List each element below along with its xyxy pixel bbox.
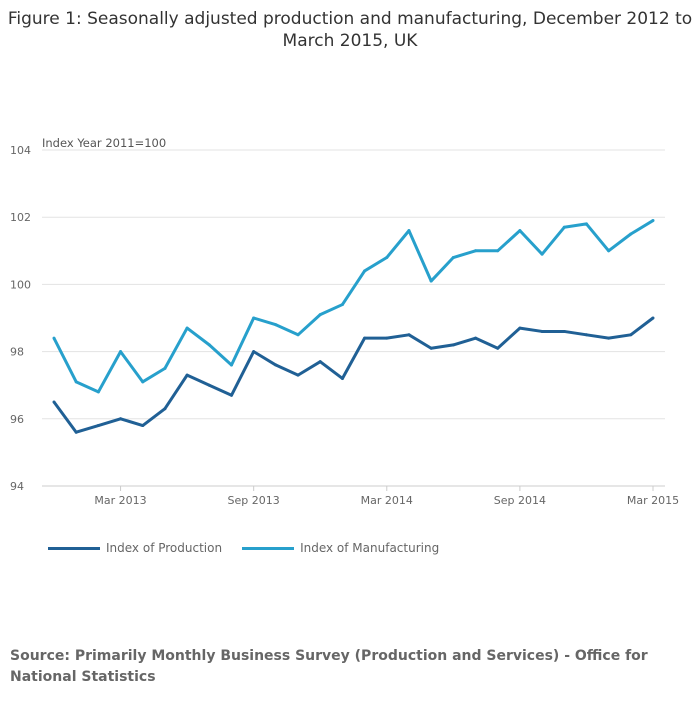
legend: Index of Production Index of Manufacturin… [48, 541, 439, 555]
data-point [340, 303, 344, 307]
data-point [296, 333, 300, 337]
data-point [540, 329, 544, 333]
y-tick-label: 94 [10, 480, 24, 493]
data-point [163, 407, 167, 411]
data-point [318, 360, 322, 364]
data-point [451, 256, 455, 260]
data-point [119, 417, 123, 421]
data-point [318, 313, 322, 317]
x-tick-label: Mar 2014 [361, 494, 413, 507]
chart-title: Figure 1: Seasonally adjusted production… [7, 9, 693, 51]
data-point [185, 326, 189, 330]
y-tick-label: 104 [10, 144, 31, 157]
data-point [562, 329, 566, 333]
x-tick-label: Sep 2013 [228, 494, 280, 507]
legend-item[interactable]: Index of Manufacturing [242, 541, 439, 555]
data-point [363, 269, 367, 273]
data-point [629, 232, 633, 236]
data-point [229, 393, 233, 397]
data-point [96, 390, 100, 394]
data-point [52, 400, 56, 404]
data-point [252, 350, 256, 354]
data-point [207, 343, 211, 347]
data-point [96, 424, 100, 428]
data-point [496, 249, 500, 253]
data-point [651, 219, 655, 223]
data-point [229, 363, 233, 367]
legend-swatch [48, 546, 100, 550]
data-point [429, 279, 433, 283]
data-point [119, 350, 123, 354]
source-note: Source: Primarily Monthly Business Surve… [10, 648, 648, 685]
data-point [252, 316, 256, 320]
data-point [607, 336, 611, 340]
legend-label: Index of Manufacturing [300, 541, 440, 555]
data-point [340, 376, 344, 380]
data-point [584, 333, 588, 337]
legend-item[interactable]: Index of Production [48, 541, 222, 555]
data-point [629, 333, 633, 337]
y-tick-label: 98 [10, 346, 24, 359]
data-point [141, 424, 145, 428]
data-point [651, 316, 655, 320]
data-point [141, 380, 145, 384]
data-point [74, 380, 78, 384]
legend-swatch [242, 546, 295, 550]
series-line-1 [52, 219, 654, 394]
data-point [584, 222, 588, 226]
data-point [52, 336, 56, 340]
y-axis-label: Index Year 2011=100 [42, 136, 166, 150]
data-point [163, 366, 167, 370]
y-tick-label: 96 [10, 413, 24, 426]
data-point [274, 323, 278, 327]
data-point [385, 256, 389, 260]
x-tick-label: Sep 2014 [494, 494, 546, 507]
y-tick-label: 102 [10, 211, 31, 224]
data-point [185, 373, 189, 377]
data-point [407, 229, 411, 233]
data-point [518, 229, 522, 233]
data-point [562, 225, 566, 229]
data-point [607, 249, 611, 253]
x-tick-label: Mar 2015 [627, 494, 679, 507]
data-point [540, 252, 544, 256]
data-point [274, 363, 278, 367]
legend-label: Index of Production [106, 541, 223, 555]
data-point [207, 383, 211, 387]
data-point [474, 336, 478, 340]
data-point [74, 430, 78, 434]
y-tick-label: 100 [10, 278, 31, 291]
data-point [496, 346, 500, 350]
data-point [363, 336, 367, 340]
data-point [429, 346, 433, 350]
data-point [296, 373, 300, 377]
data-point [518, 326, 522, 330]
x-tick-label: Mar 2013 [94, 494, 146, 507]
data-point [451, 343, 455, 347]
data-point [407, 333, 411, 337]
series-line-0 [52, 316, 654, 434]
data-point [474, 249, 478, 253]
line-chart: 94 96 98 100 102 104 Mar 2013 Sep 2013 Mar 2014 S… [10, 136, 679, 507]
data-point [385, 336, 389, 340]
